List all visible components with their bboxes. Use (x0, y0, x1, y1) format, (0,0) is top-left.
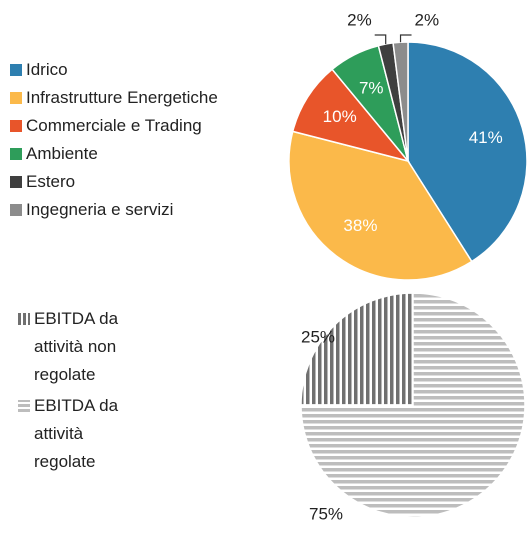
legend-item: Infrastrutture Energetiche (10, 84, 300, 112)
value-label: 41% (469, 128, 503, 147)
value-label: 38% (343, 216, 377, 235)
legend-swatch (10, 176, 22, 188)
legend-item: Idrico (10, 56, 300, 84)
legend-swatch (18, 313, 30, 325)
legend-swatch (10, 64, 22, 76)
legend-item: EBITDA da attività non regolate (18, 305, 148, 389)
legend-item: Ingegneria e servizi (10, 196, 300, 224)
legend-label: EBITDA da attività regolate (34, 396, 119, 471)
pie-slice (300, 292, 414, 406)
legend-swatch (10, 204, 22, 216)
legend-item: Estero (10, 168, 300, 196)
pie-slice (300, 292, 526, 518)
legend-label: Idrico (26, 60, 68, 79)
legend-item: Ambiente (10, 140, 300, 168)
value-label: 7% (359, 78, 384, 97)
legend-label: Estero (26, 172, 76, 191)
pie-slice (288, 130, 473, 281)
leader-line (399, 34, 412, 43)
legend-label: Ambiente (26, 144, 98, 163)
value-label: 75% (309, 504, 343, 523)
value-label: 25% (301, 327, 335, 346)
legend-label: Commerciale e Trading (26, 116, 202, 135)
pie-slice (392, 41, 409, 162)
value-label: 2% (347, 10, 372, 29)
value-label: 2% (415, 10, 440, 29)
pie-slice (291, 68, 411, 163)
value-label: 10% (323, 107, 357, 126)
legend-swatch (18, 400, 30, 412)
legend-label: Infrastrutture Energetiche (26, 88, 218, 107)
legend-label: EBITDA da attività non regolate (34, 309, 119, 384)
legend-item: Commerciale e Trading (10, 112, 300, 140)
legend-item: EBITDA da attività regolate (18, 392, 148, 476)
legend-label: Ingegneria e servizi (26, 200, 174, 219)
legend-swatch (10, 92, 22, 104)
legend-swatch (10, 148, 22, 160)
legend-swatch (10, 120, 22, 132)
leader-line (374, 34, 387, 45)
